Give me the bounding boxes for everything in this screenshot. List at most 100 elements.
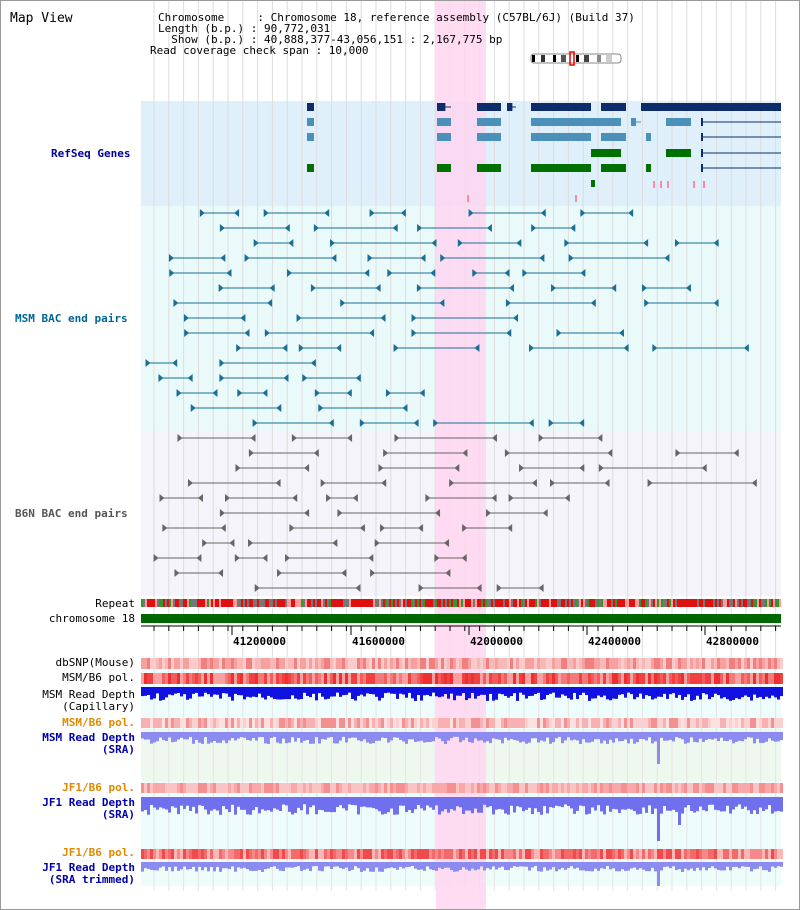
jf1-pol-heat (738, 783, 741, 793)
jf1-sra-depth-bar (603, 797, 606, 815)
jf1-trimmed-depth-bar (546, 862, 549, 871)
gene-exon (531, 118, 591, 126)
msm-pol-sra-heat (645, 718, 648, 728)
msm-pol-heat (393, 673, 396, 684)
dbsnp-heat (630, 658, 633, 669)
repeat-segment (761, 599, 763, 607)
msm-capillary-depth-bar (648, 687, 651, 697)
msm-capillary-depth-bar (693, 687, 696, 700)
msm-sra-depth-bar (483, 732, 486, 743)
msm-bac-pair-end (743, 344, 749, 352)
repeat-segment (297, 599, 299, 607)
msm-capillary-depth-bar (552, 687, 555, 693)
jf1-pol-trimmed-heat (444, 849, 447, 859)
b6n-bac-pair-end (262, 554, 268, 562)
msm-pol-heat (450, 673, 453, 684)
msm-capillary-depth-bar (156, 687, 159, 694)
msm-sra-depth-bar (708, 732, 711, 739)
jf1-pol-heat (675, 783, 678, 793)
msm-sra-depth-bar (291, 732, 294, 738)
dbsnp-heat (168, 658, 171, 669)
msm-bac-pair-end (579, 419, 585, 427)
msm-pol-sra-heat (669, 718, 672, 728)
repeat-segment (543, 599, 545, 607)
dbsnp-heat (765, 658, 768, 669)
refseq-genes-label[interactable]: RefSeq Genes (51, 147, 131, 160)
msm-pol-sra-heat (483, 718, 486, 728)
repeat-segment (237, 599, 239, 607)
jf1-sra-depth-bar (270, 797, 273, 812)
repeat-mark (575, 195, 577, 202)
jf1-pol-trimmed-heat (753, 849, 756, 859)
msm-sra-depth-bar (195, 732, 198, 740)
msm-pol-heat (315, 673, 318, 684)
msm-capillary-depth-bar (225, 687, 228, 694)
msm-pol-heat (723, 673, 726, 684)
dbsnp-heat (549, 658, 552, 669)
msm-pol-heat (228, 673, 231, 684)
dbsnp-heat (684, 658, 687, 669)
msm-pol-sra-heat (555, 718, 558, 728)
jf1-pol-trimmed-heat (663, 849, 666, 859)
dbsnp-heat (366, 658, 369, 669)
jf1-pol-heat (762, 783, 765, 793)
b6n-bac-pair-end (368, 554, 374, 562)
msm-bac-pair-end (183, 314, 189, 322)
jf1-pol-heat (618, 783, 621, 793)
msm-bac-pair-end (556, 329, 562, 337)
jf1-trimmed-depth-bar (201, 862, 204, 871)
jf1-pol-heat (354, 783, 357, 793)
repeat-segment (627, 599, 629, 607)
msm-pol-sra-heat (534, 718, 537, 728)
msm-bac-pair-end (529, 344, 535, 352)
repeat-segment (625, 599, 627, 607)
msm-bac-pair-end (331, 254, 337, 262)
jf1-pol-heat (630, 783, 633, 793)
jf1-pol-heat (396, 783, 399, 793)
jf1-pol-heat (156, 783, 159, 793)
jf1-sra-depth-bar (780, 797, 783, 812)
jf1-pol-trimmed-heat (765, 849, 768, 859)
dbsnp-heat (249, 658, 252, 669)
jf1-pol-heat (225, 783, 228, 793)
dbsnp-heat (564, 658, 567, 669)
msm-pol-sra-heat (315, 718, 318, 728)
jf1-pol-heat (240, 783, 243, 793)
jf1-pol-trimmed-heat (561, 849, 564, 859)
msm-bac-pair-end (218, 284, 224, 292)
jf1-trimmed-depth-bar (558, 862, 561, 870)
b6n-bac-end-pairs-label[interactable]: B6N BAC end pairs (15, 507, 128, 520)
jf1-trimmed-depth-bar (459, 862, 462, 870)
msm-pol-sra-heat (378, 718, 381, 728)
msm-bac-end-pairs-label[interactable]: MSM BAC end pairs (15, 312, 128, 325)
jf1-pol-trimmed-heat (741, 849, 744, 859)
jf1-trimmed-depth-bar (372, 862, 375, 872)
msm-pol-heat (447, 673, 450, 684)
jf1-pol-trimmed-heat (342, 849, 345, 859)
jf1-pol-heat (441, 783, 444, 793)
dbsnp-heat (594, 658, 597, 669)
jf1-pol-trimmed-heat (207, 849, 210, 859)
repeat-segment (645, 599, 647, 607)
dbsnp-heat (501, 658, 504, 669)
dbsnp-heat (552, 658, 555, 669)
b6n-bac-pair-end (235, 464, 241, 472)
msm-capillary-depth-bar (516, 687, 519, 701)
jf1-pol-trimmed-heat (285, 849, 288, 859)
jf1-pol-trimmed-heat (687, 849, 690, 859)
repeat-segment (571, 599, 573, 607)
msm-capillary-depth-bar (201, 687, 204, 697)
b6n-bac-pair-end (248, 449, 254, 457)
jf1-sra-depth-bar (516, 797, 519, 807)
msm-sra-depth-bar (648, 732, 651, 738)
repeat-segment (577, 599, 579, 607)
msm-bac-pair-end (310, 359, 316, 367)
dbsnp-heat (246, 658, 249, 669)
jf1-sra-depth-bar (531, 797, 534, 815)
dbsnp-heat (345, 658, 348, 669)
jf1-trimmed-depth-bar (192, 862, 195, 867)
msm-bac-pair-end (570, 224, 576, 232)
msm-pol-sra-heat (306, 718, 309, 728)
jf1-pol-trimmed-heat (336, 849, 339, 859)
